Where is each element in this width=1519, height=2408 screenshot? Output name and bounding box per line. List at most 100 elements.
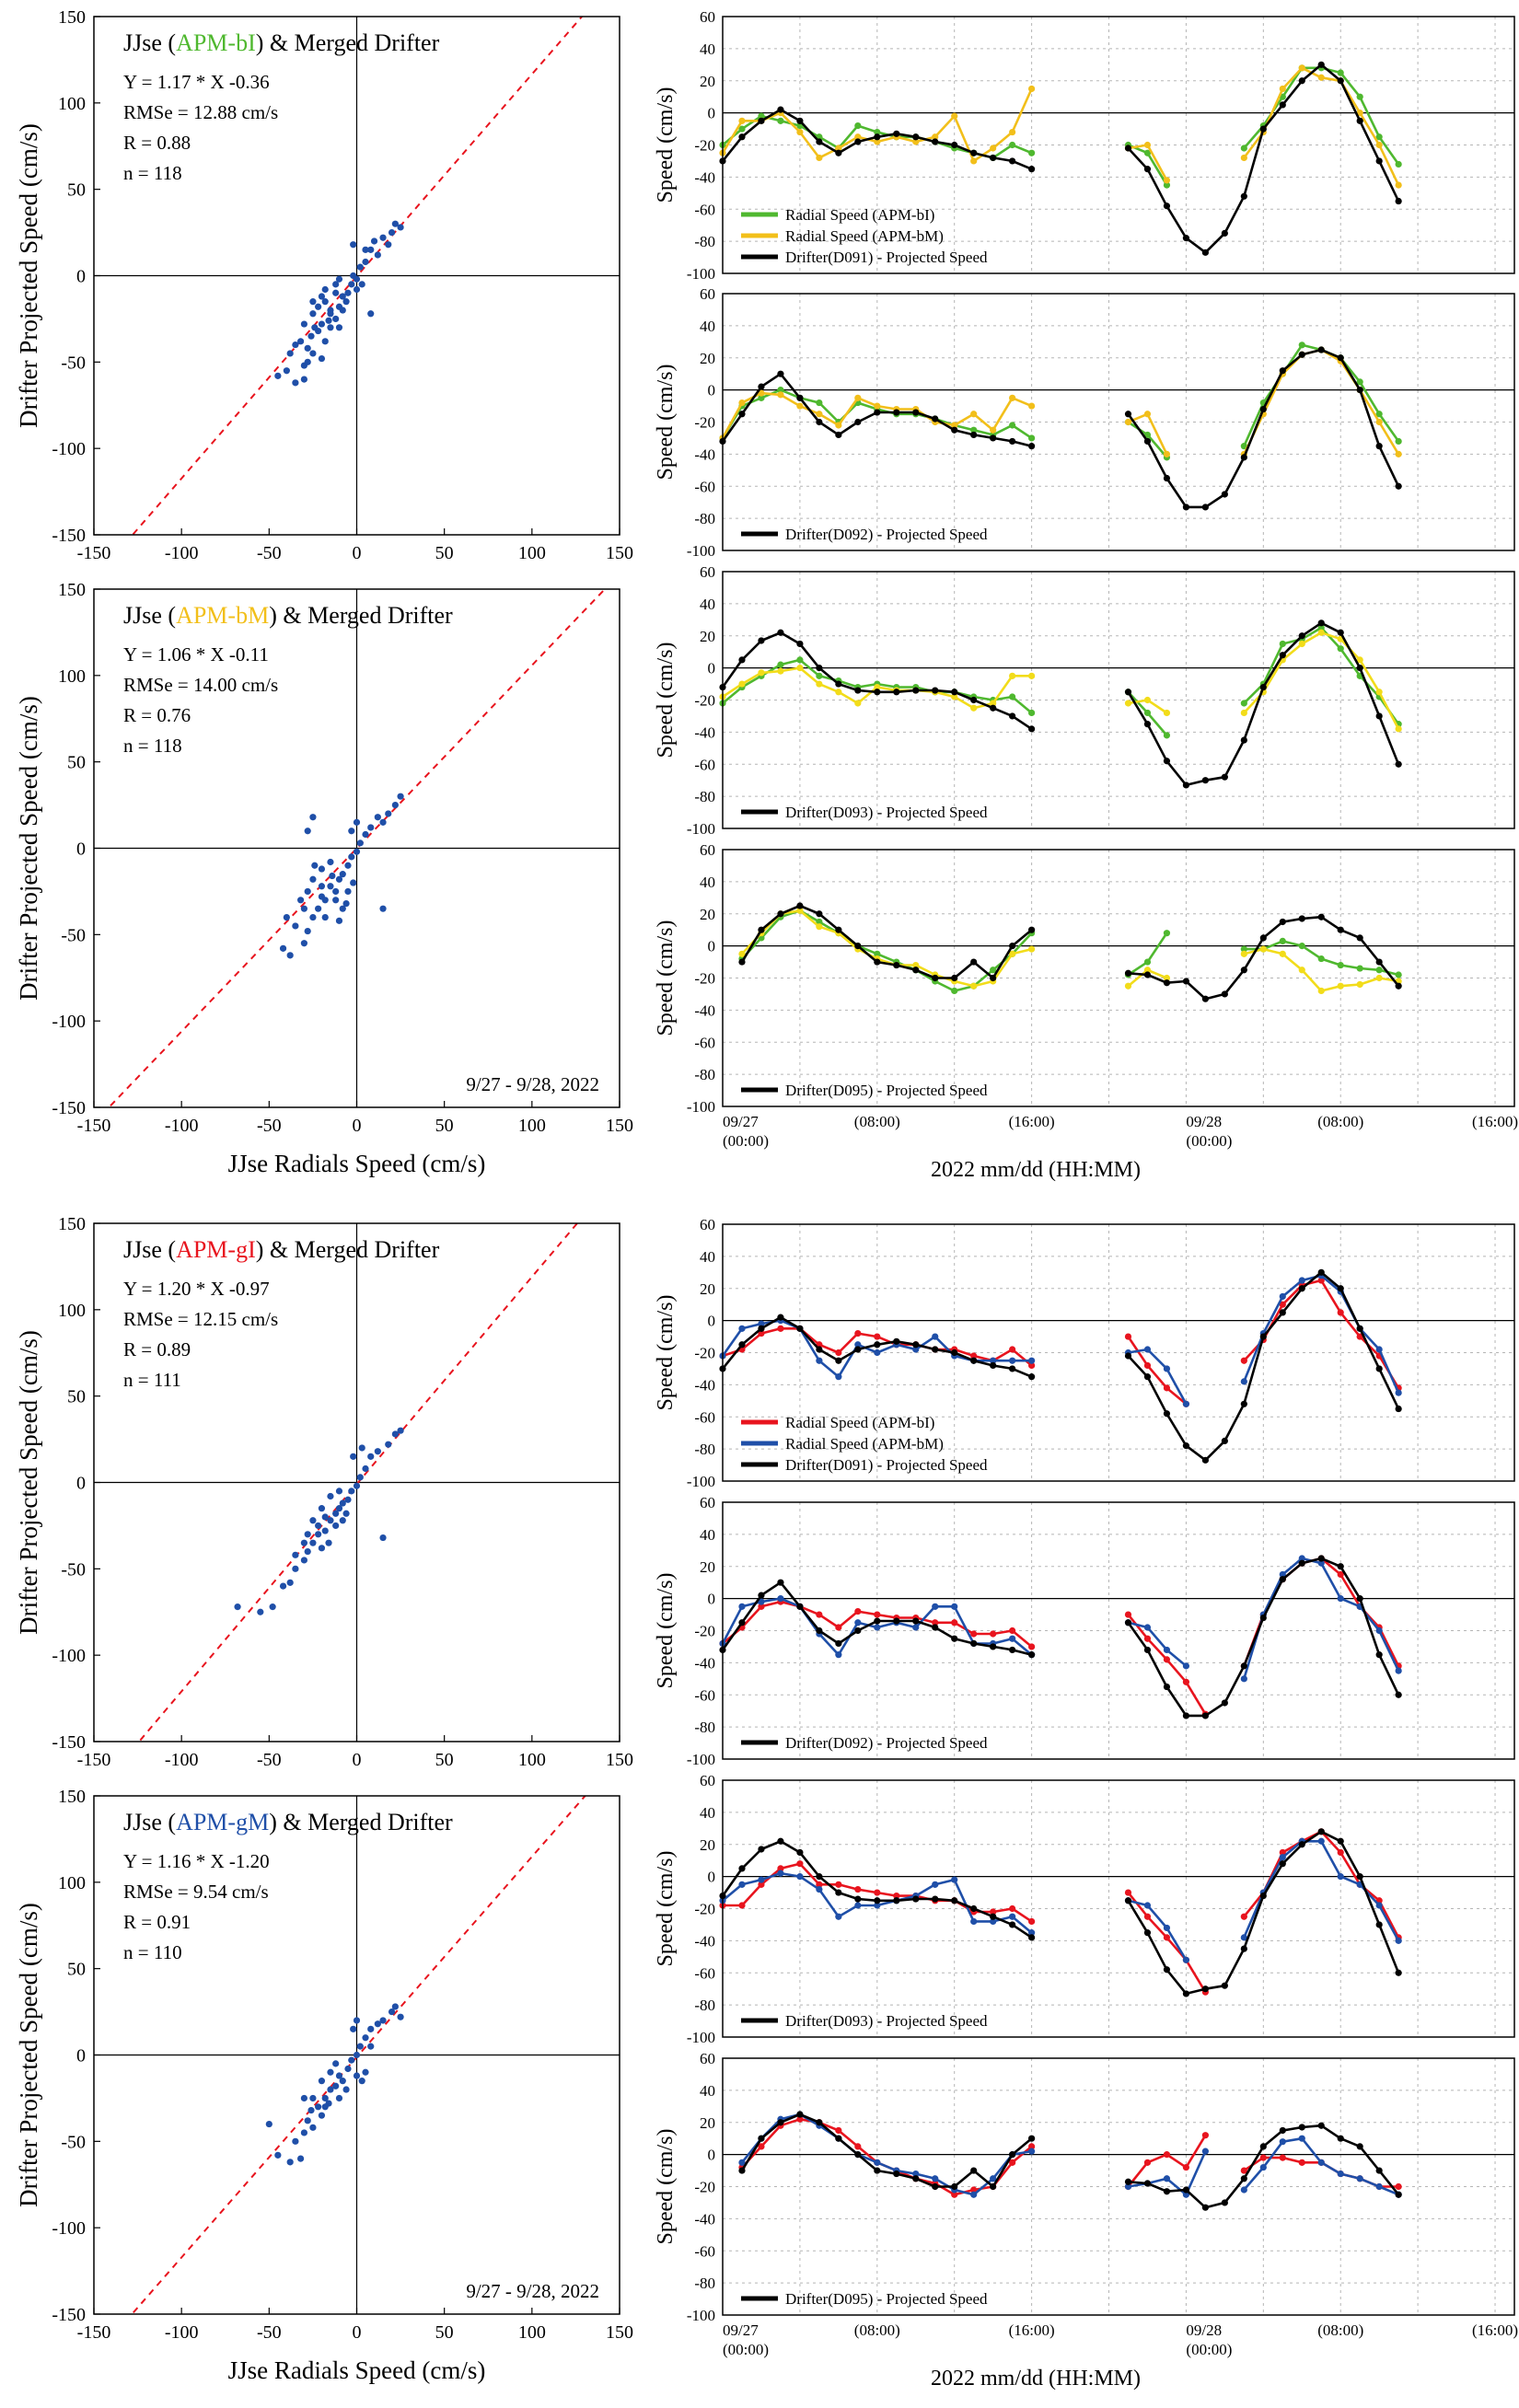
series-point bbox=[777, 1325, 784, 1332]
series-point bbox=[1356, 2175, 1363, 2182]
y-axis-label: Speed (cm/s) bbox=[654, 2129, 678, 2245]
series-point bbox=[1356, 665, 1363, 672]
panel-title-part: JJse ( bbox=[123, 1809, 176, 1835]
y-tick-label: 60 bbox=[700, 841, 715, 859]
scatter-point bbox=[311, 862, 319, 869]
scatter-point bbox=[321, 298, 329, 306]
series-point bbox=[1279, 1301, 1286, 1308]
scatter-point bbox=[318, 883, 326, 890]
legend: Drifter(D093) - Projected Speed bbox=[741, 804, 988, 821]
series-line bbox=[1243, 1557, 1400, 1680]
y-tick-label: 50 bbox=[67, 1960, 86, 1980]
scatter-point bbox=[318, 2078, 326, 2085]
stat-line: R = 0.76 bbox=[123, 704, 191, 726]
series-point bbox=[912, 133, 920, 141]
series-point bbox=[1375, 1346, 1383, 1353]
series-point bbox=[835, 1913, 842, 1920]
scatter-point bbox=[339, 307, 346, 314]
scatter-point bbox=[292, 379, 299, 387]
series-point bbox=[835, 2135, 842, 2142]
series-point bbox=[1240, 2167, 1247, 2174]
y-tick-label: 40 bbox=[700, 1248, 715, 1266]
series-point bbox=[1279, 640, 1286, 648]
scatter-point bbox=[321, 913, 329, 921]
series-point bbox=[816, 665, 823, 672]
scatter-point bbox=[304, 927, 311, 935]
scatter-point bbox=[335, 275, 343, 283]
series-point bbox=[738, 656, 746, 664]
y-tick-label: -40 bbox=[694, 1001, 715, 1019]
series-point bbox=[1337, 926, 1344, 933]
series-point bbox=[1182, 1712, 1190, 1719]
series-point bbox=[835, 1349, 842, 1357]
x-axis-label: JJse Radials Speed (cm/s) bbox=[228, 2356, 486, 2384]
series-line bbox=[1243, 626, 1400, 725]
series-point bbox=[912, 138, 920, 145]
series-point bbox=[738, 1902, 746, 1909]
scatter-point bbox=[348, 828, 355, 835]
series-point bbox=[932, 1619, 939, 1627]
series-point bbox=[816, 1357, 823, 1364]
series-point bbox=[1163, 930, 1171, 937]
series-point bbox=[1298, 640, 1305, 648]
series-point bbox=[932, 1333, 939, 1340]
series-point bbox=[1028, 945, 1036, 953]
series-point bbox=[758, 1876, 765, 1883]
scatter-point bbox=[318, 354, 326, 363]
series-point bbox=[796, 117, 804, 124]
scatter-point bbox=[318, 865, 326, 873]
series-point bbox=[874, 138, 881, 145]
series-point bbox=[854, 1627, 862, 1635]
series-point bbox=[796, 902, 804, 909]
series-point bbox=[1009, 1635, 1016, 1642]
scatter-point bbox=[362, 258, 369, 266]
series-point bbox=[970, 2191, 978, 2198]
scatter-point bbox=[350, 2025, 357, 2032]
series-point bbox=[893, 1892, 900, 1900]
series-point bbox=[990, 967, 997, 974]
series-point bbox=[1298, 1285, 1305, 1292]
scatter-point bbox=[335, 2094, 343, 2102]
series-point bbox=[777, 1870, 784, 1877]
time-tick-label: (00:00) bbox=[1186, 1132, 1232, 1150]
scatter-point bbox=[307, 2106, 315, 2114]
y-tick-label: 20 bbox=[700, 2114, 715, 2132]
scatter-point bbox=[304, 1547, 311, 1556]
y-tick-label: -60 bbox=[694, 201, 715, 218]
scatter-point bbox=[304, 2117, 311, 2124]
series-point bbox=[1163, 1966, 1171, 1974]
panel-title-product: APM-bM bbox=[176, 602, 269, 629]
legend-label: Drifter(D093) - Projected Speed bbox=[785, 2012, 988, 2030]
y-tick-label: 0 bbox=[708, 938, 716, 955]
time-tick-label: (16:00) bbox=[1472, 1113, 1518, 1130]
series-line bbox=[1127, 1892, 1207, 1993]
series-point bbox=[1395, 1667, 1402, 1674]
series-point bbox=[1009, 672, 1016, 679]
scatter-point bbox=[234, 1603, 241, 1611]
series-point bbox=[1279, 1292, 1286, 1301]
series-point bbox=[1356, 965, 1363, 972]
series-point bbox=[893, 409, 900, 416]
series-point bbox=[1375, 411, 1383, 418]
series-point bbox=[816, 411, 823, 418]
series-point bbox=[1028, 85, 1036, 93]
scatter-point bbox=[325, 317, 332, 324]
series-point bbox=[1259, 945, 1267, 953]
series-line bbox=[740, 904, 1033, 979]
scatter-point bbox=[321, 2094, 329, 2102]
x-tick-label: 50 bbox=[435, 543, 454, 563]
y-tick-label: -100 bbox=[687, 2307, 715, 2324]
series-point bbox=[1143, 696, 1152, 704]
x-axis-label: 2022 mm/dd (HH:MM) bbox=[931, 1158, 1141, 1182]
series-point bbox=[951, 1635, 958, 1642]
series-point bbox=[1163, 974, 1171, 982]
series-point bbox=[738, 125, 746, 133]
series-point bbox=[1317, 2122, 1325, 2129]
series-point bbox=[1279, 1576, 1286, 1583]
series-point bbox=[816, 154, 823, 162]
scatter-point bbox=[370, 237, 378, 245]
scatter-point bbox=[257, 1608, 264, 1615]
panel-title: JJse (APM-bM) & Merged Drifter bbox=[123, 602, 453, 629]
series-point bbox=[932, 687, 939, 694]
